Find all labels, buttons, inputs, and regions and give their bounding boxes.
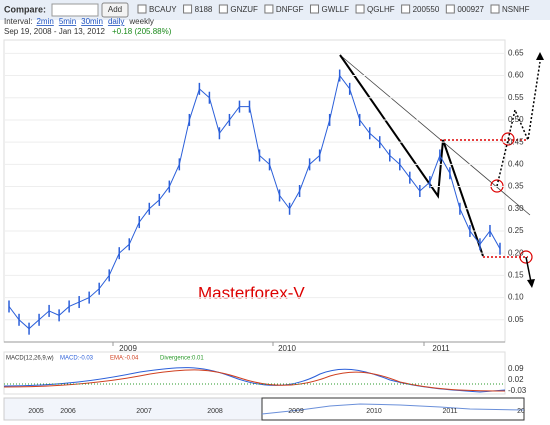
add-button-label: Add (108, 5, 122, 14)
navigator-year: 2010 (366, 408, 382, 415)
interval-option[interactable]: 5min (59, 17, 76, 26)
range-change: +0.18 (205.88%) (112, 27, 172, 36)
y-tick-label: 0.40 (508, 159, 524, 168)
interval-label: Interval: (4, 17, 32, 26)
y-tick-label: 0.55 (508, 93, 524, 102)
macd-panel (3, 351, 506, 395)
ticker-checkbox[interactable] (309, 4, 319, 14)
y-tick-label: 0.05 (508, 315, 524, 324)
interval-option[interactable]: daily (108, 17, 124, 26)
ticker-label: NSNHF (502, 5, 530, 14)
ticker-checkbox[interactable] (445, 4, 455, 14)
navigator-year: 2006 (60, 408, 76, 415)
y-tick-label: 0.10 (508, 293, 524, 302)
ticker-label: DNFGF (276, 5, 304, 14)
add-button[interactable] (101, 2, 129, 18)
annotation-lines (339, 52, 544, 288)
ticker-checkbox[interactable] (264, 4, 274, 14)
ticker-checkbox[interactable] (355, 4, 365, 14)
macd-tick: 0.09 (508, 364, 524, 373)
y-tick-label: 0.20 (508, 248, 524, 257)
compare-input[interactable] (51, 3, 99, 17)
year-label: 2009 (119, 344, 137, 353)
y-tick-label: 0.30 (508, 204, 524, 213)
navigator-year: 2008 (207, 408, 223, 415)
y-tick-label: 0.65 (508, 48, 524, 57)
price-line (8, 74, 501, 330)
navigator-line (261, 403, 525, 415)
annotation-text: Masterforex-V (198, 283, 305, 302)
interval-option[interactable]: 30min (81, 17, 103, 26)
y-tick-label: 0.50 (508, 115, 524, 124)
ticker-label: BCAUY (149, 5, 177, 14)
navigator-year: 2007 (136, 408, 152, 415)
date-range: Sep 19, 2008 - Jan 13, 2012 (4, 27, 106, 36)
ema-value: EMA:-0.04 (110, 356, 139, 362)
interval-option[interactable]: 2min (36, 17, 53, 26)
ticker-checkbox[interactable] (218, 4, 228, 14)
year-label: 2010 (278, 344, 296, 353)
ticker-label: QGLHF (367, 5, 395, 14)
ema-line (3, 369, 506, 392)
y-tick-label: 0.60 (508, 71, 524, 80)
ticker-checkbox[interactable] (183, 4, 193, 14)
ticker-label: 200550 (413, 5, 440, 14)
y-tick-label: 0.45 (508, 137, 524, 146)
ticker-checkbox[interactable] (401, 4, 411, 14)
y-tick-label: 0.15 (508, 270, 524, 279)
macd-tick: 0.02 (508, 375, 524, 384)
divergence-value: Divergence:0.01 (160, 356, 204, 362)
year-label: 2011 (432, 344, 450, 353)
navigator-year: 2005 (28, 408, 44, 415)
navigator-year: 2009 (288, 408, 304, 415)
navigator-window[interactable] (261, 397, 525, 421)
navigator-year: 2011 (442, 408, 457, 415)
ticker-checkbox[interactable] (490, 4, 500, 14)
y-tick-label: 0.25 (508, 226, 524, 235)
ticker-label: 8188 (195, 5, 213, 14)
compare-label: Compare: (4, 4, 46, 14)
interval-option[interactable]: weekly (128, 17, 153, 26)
y-tick-label: 0.35 (508, 182, 524, 191)
ticker-label: 000927 (457, 5, 484, 14)
navigator-year: 20 (517, 408, 525, 415)
macd-title: MACD(12,26,9,w) (6, 356, 54, 362)
macd-tick: -0.03 (508, 386, 527, 395)
ticker-label: GWLLF (321, 5, 349, 14)
ticker-checkbox[interactable] (137, 4, 147, 14)
ticker-label: GNZUF (230, 5, 258, 14)
macd-value: MACD:-0.03 (60, 356, 94, 362)
